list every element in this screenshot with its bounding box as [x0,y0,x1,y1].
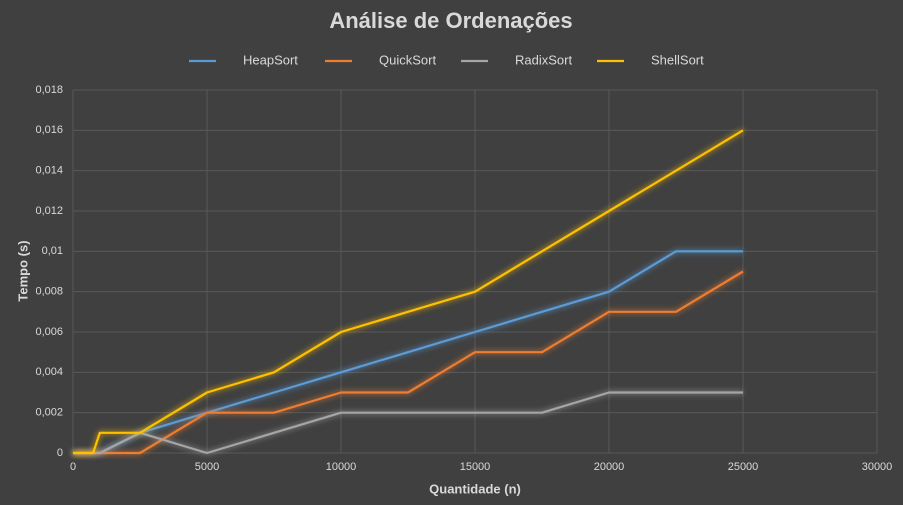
y-tick-label: 0,006 [35,326,63,338]
y-tick-label: 0,016 [35,124,63,136]
series-line [73,250,743,455]
y-tick-label: 0 [57,447,63,459]
x-tick-label: 10000 [326,461,357,473]
x-tick-label: 5000 [195,461,219,473]
y-tick-label: 0,014 [35,165,63,177]
legend-label: RadixSort [515,52,572,67]
x-axis-label: Quantidade (n) [429,481,521,496]
series-line [73,391,743,455]
x-tick-label: 25000 [728,461,759,473]
x-tick-label: 20000 [594,461,625,473]
chart-title: Análise de Ordenações [329,8,572,33]
series-line [73,270,744,455]
series-line [73,129,744,455]
y-tick-label: 0,002 [35,407,63,419]
x-tick-label: 0 [70,461,76,473]
x-tick-label: 15000 [460,461,491,473]
y-tick-label: 0,012 [35,205,63,217]
y-axis-label: Tempo (s) [15,240,30,301]
y-tick-label: 0,018 [35,84,63,96]
legend-label: QuickSort [379,52,436,67]
x-tick-label: 30000 [862,461,893,473]
y-tick-label: 0,01 [42,245,63,257]
y-tick-label: 0,008 [35,286,63,298]
legend-label: ShellSort [651,52,704,67]
y-tick-label: 0,004 [35,366,63,378]
legend-label: HeapSort [243,52,298,67]
